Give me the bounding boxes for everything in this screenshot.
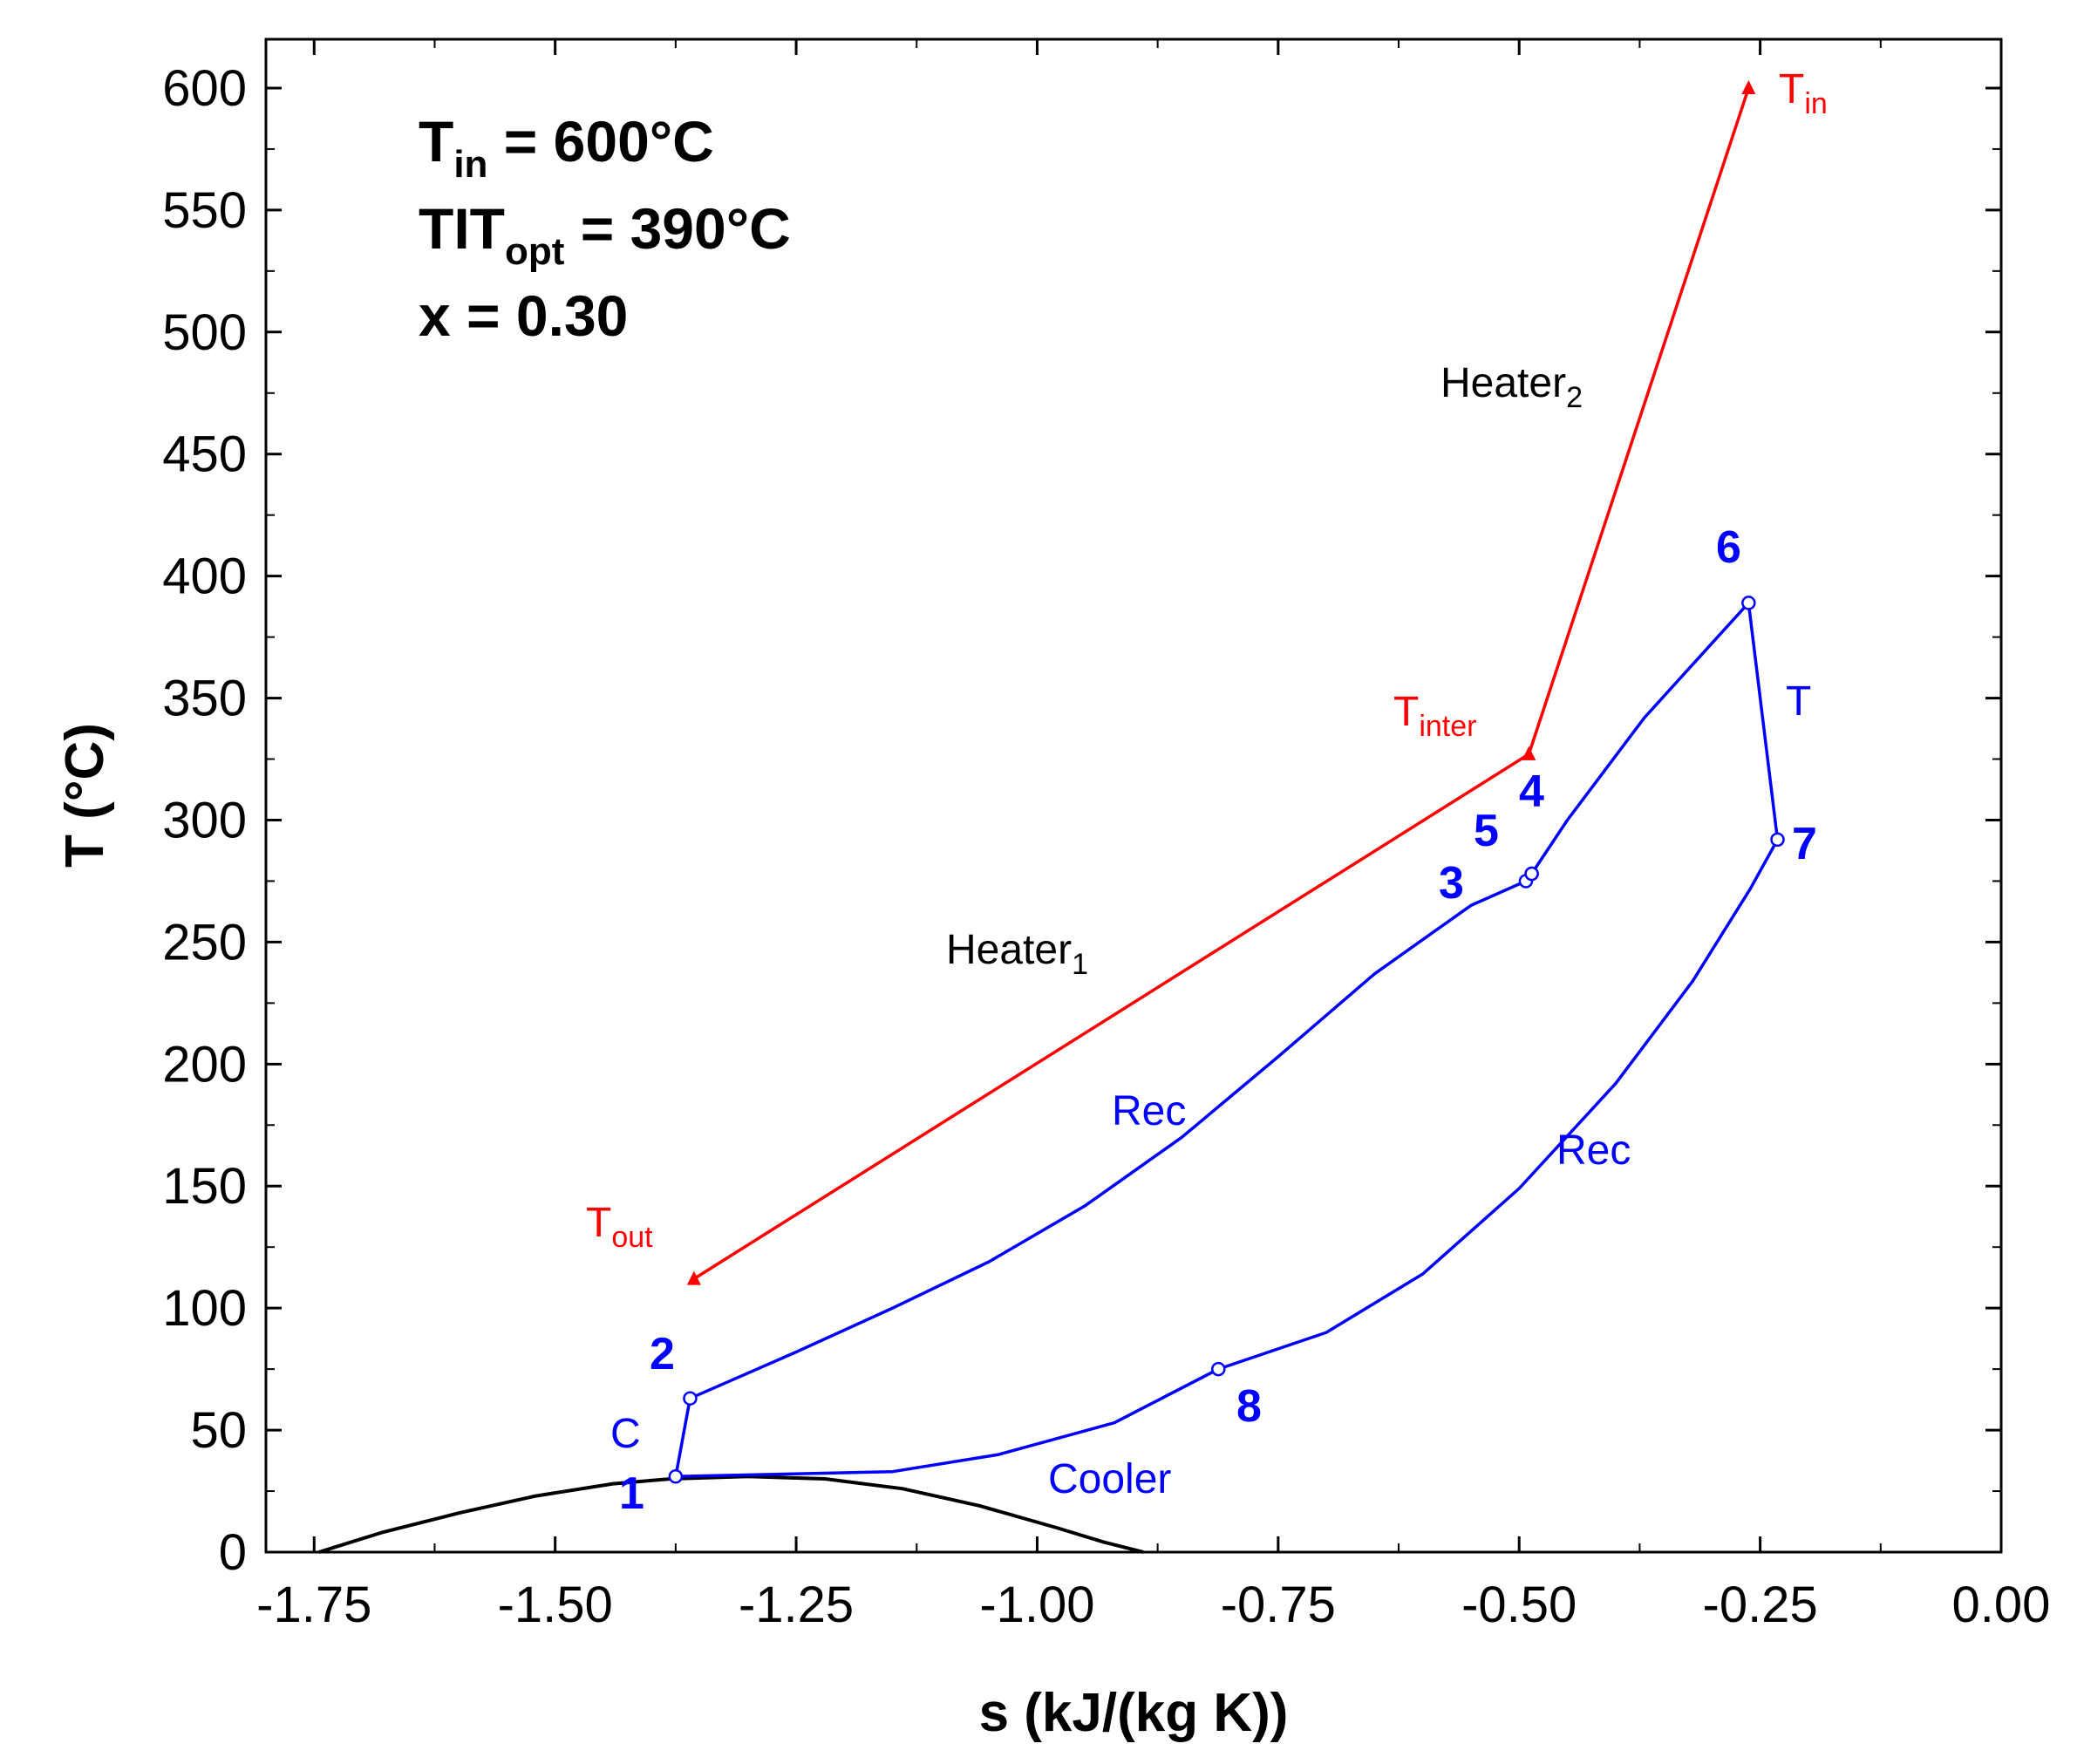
y-tick-label: 600 <box>162 60 247 117</box>
plot-frame <box>264 37 2003 1554</box>
data-curves <box>318 79 1780 1554</box>
y-axis-title: T (°C) <box>55 723 115 868</box>
y-tick-label: 450 <box>162 426 247 483</box>
point-label-8: 8 <box>1236 1381 1262 1432</box>
y-tick-label: 150 <box>162 1158 247 1215</box>
state-point-7 <box>1770 832 1785 848</box>
process-label-recuperator-cold: Rec <box>1112 1088 1186 1134</box>
label-heater-1: Heater1 <box>946 927 1088 981</box>
state-point-2 <box>683 1391 698 1406</box>
label-t-out: Tout <box>586 1200 653 1254</box>
heat-source-line <box>692 87 1750 1281</box>
process-label-turbine: T <box>1786 678 1811 725</box>
label-t-inter: Tinter <box>1393 689 1476 743</box>
state-point-6 <box>1741 596 1756 610</box>
point-label-4: 4 <box>1519 766 1544 817</box>
x-tick-label: 0.00 <box>1952 1577 2051 1633</box>
heat-source-marker <box>686 1270 701 1285</box>
x-tick-label: -0.75 <box>1221 1577 1336 1633</box>
y-tick-label: 0 <box>219 1524 247 1581</box>
y-tick-label: 500 <box>162 304 247 361</box>
process-label-cooler: Cooler <box>1048 1456 1171 1502</box>
y-tick-label: 50 <box>190 1402 247 1459</box>
annotation-tit-opt: TITopt = 390°C <box>419 196 791 273</box>
label-heater-2: Heater2 <box>1440 360 1583 414</box>
state-point-8 <box>1211 1361 1226 1377</box>
cycle-line <box>674 601 1780 1479</box>
heat-source-marker <box>1741 79 1756 94</box>
saturation-dome-line <box>318 1475 1144 1554</box>
process-label-recuperator-hot: Rec <box>1556 1127 1631 1174</box>
y-tick-label: 550 <box>162 182 247 239</box>
x-tick-label: -1.25 <box>739 1577 854 1633</box>
label-t-in: Tin <box>1779 66 1828 120</box>
heat-source-marker <box>1522 746 1536 760</box>
y-tick-label: 200 <box>162 1036 247 1093</box>
process-label-compressor: C <box>610 1411 641 1457</box>
y-tick-label: 250 <box>162 914 247 971</box>
point-label-7: 7 <box>1792 819 1817 869</box>
point-label-1: 1 <box>619 1468 644 1519</box>
point-label-2: 2 <box>650 1329 675 1379</box>
point-label-5: 5 <box>1474 806 1499 856</box>
y-tick-label: 300 <box>162 792 247 848</box>
y-tick-label: 400 <box>162 548 247 605</box>
x-tick-label: -0.50 <box>1461 1577 1577 1633</box>
annotation-x-value: x = 0.30 <box>419 283 628 348</box>
x-tick-label: -1.50 <box>498 1577 613 1633</box>
x-tick-label: -1.75 <box>256 1577 371 1633</box>
point-label-3: 3 <box>1439 858 1464 909</box>
x-tick-label: -1.00 <box>979 1577 1094 1633</box>
point-label-6: 6 <box>1716 522 1741 573</box>
axis-ticks: -1.75 -1.50 -1.25 -1.00 -0.75 -0.50 -0.25 0.00 0… <box>162 39 2050 1633</box>
x-tick-label: -0.25 <box>1703 1577 1818 1633</box>
annotation-t-in: Tin = 600°C <box>419 109 714 186</box>
y-tick-label: 100 <box>162 1280 247 1337</box>
state-point-1 <box>668 1469 684 1484</box>
x-axis-title: s (kJ/(kg K)) <box>979 1683 1289 1743</box>
state-point-markers <box>668 596 1785 1484</box>
y-tick-label: 350 <box>162 671 247 727</box>
state-point-5 <box>1524 866 1539 882</box>
